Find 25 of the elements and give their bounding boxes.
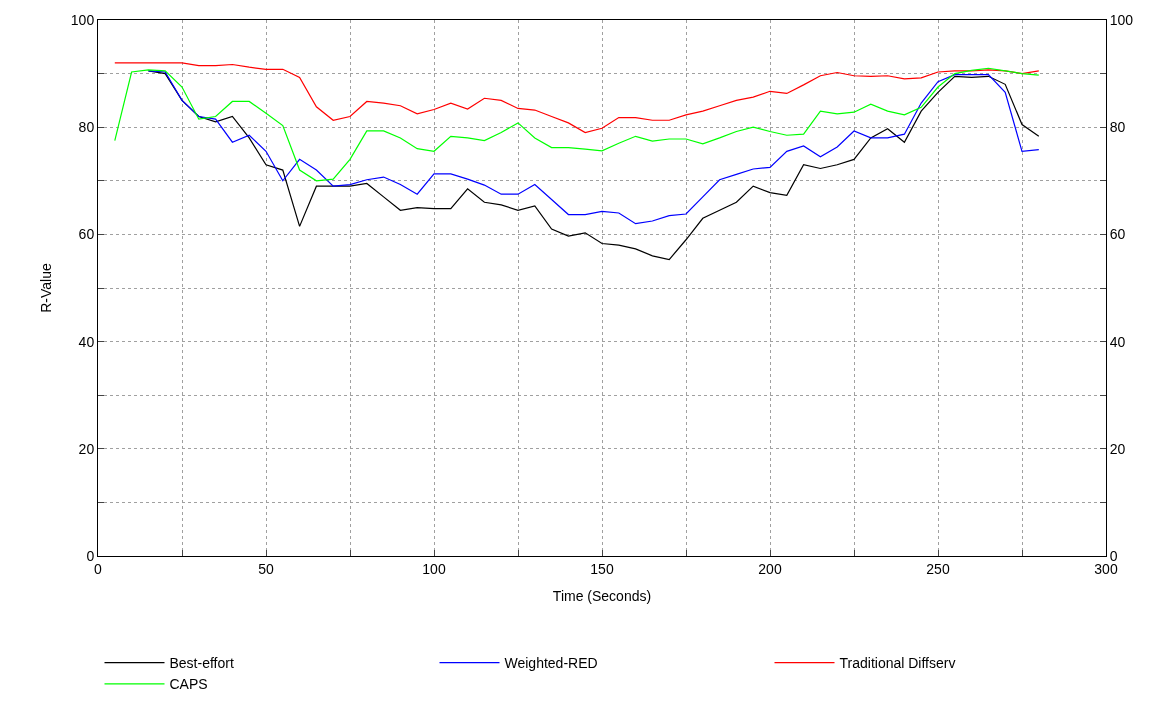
y2-tick-label: 60 bbox=[1109, 226, 1126, 243]
y2-tick-label: 20 bbox=[1109, 440, 1126, 457]
line-series bbox=[147, 70, 1040, 225]
x-axis-title: Time (Seconds) bbox=[552, 588, 652, 605]
x-tick-label: 50 bbox=[258, 560, 274, 577]
legend-label: CAPS bbox=[169, 676, 208, 693]
y-axis-title: R-Value bbox=[38, 263, 55, 313]
legend-label: Traditional Diffserv bbox=[839, 655, 956, 672]
x-tick-label: 100 bbox=[422, 560, 446, 577]
y-tick-label: 80 bbox=[78, 119, 95, 136]
line-series bbox=[114, 62, 1040, 134]
y-tick-label: 20 bbox=[78, 440, 95, 457]
legend-label: Weighted-RED bbox=[504, 655, 598, 672]
x-tick-label: 200 bbox=[758, 560, 782, 577]
line-series bbox=[114, 67, 1040, 182]
y2-tick-label: 40 bbox=[1109, 333, 1126, 350]
y2-tick-label: 100 bbox=[1109, 11, 1134, 28]
y2-tick-label: 80 bbox=[1109, 119, 1126, 136]
y-tick-label: 0 bbox=[86, 547, 95, 564]
x-tick-label: 150 bbox=[590, 560, 614, 577]
x-tick-label: 250 bbox=[926, 560, 950, 577]
legend-label: Best-effort bbox=[169, 655, 234, 672]
y-tick-label: 40 bbox=[78, 333, 95, 350]
y-tick-label: 60 bbox=[78, 226, 95, 243]
y-tick-label: 100 bbox=[70, 11, 95, 28]
